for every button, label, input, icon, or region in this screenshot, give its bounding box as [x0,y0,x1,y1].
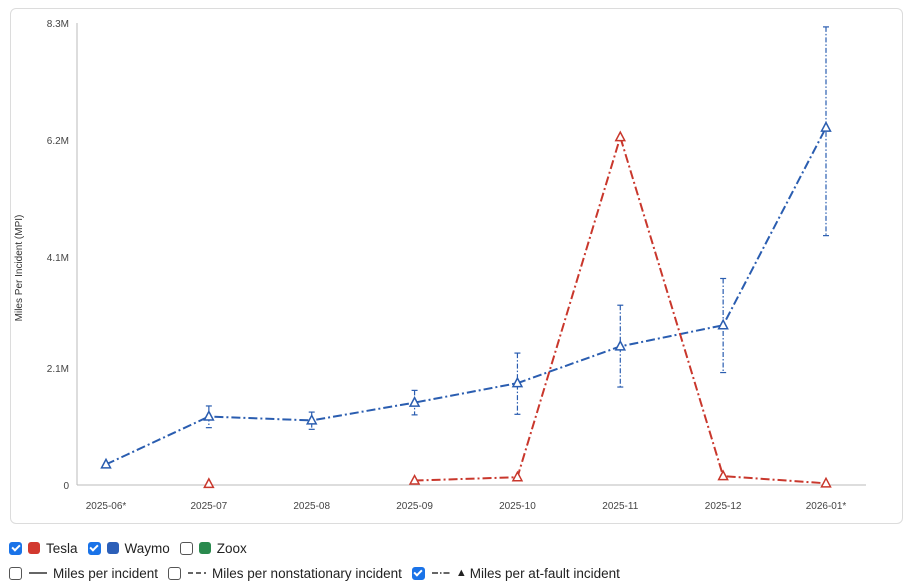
miles-per-nonstationary-checkbox[interactable] [168,566,182,580]
tesla-data-point[interactable] [717,469,729,481]
legend-item-tesla[interactable]: Tesla [9,541,78,556]
mpi-line-chart: 0 2.1M 4.1M 6.2M 8.3M 2025-06* 2025-07 2025-08 2… [14,19,866,512]
legend-label-miles-per-at-fault: Miles per at-fault incident [469,565,620,581]
tesla-series-line [414,133,827,485]
waymo-checkbox[interactable] [87,541,101,555]
waymo-data-point[interactable] [203,409,215,421]
x-tick-label: 2025-09 [396,501,433,512]
legend-item-zoox[interactable]: Zoox [179,540,247,556]
x-tick-label: 2025-07 [191,501,228,512]
waymo-data-point[interactable] [408,396,421,407]
waymo-data-point[interactable] [100,457,112,469]
metric-legend: Miles per incident Miles per nonstationa… [9,563,630,583]
chart-card: 0 2.1M 4.1M 6.2M 8.3M 2025-06* 2025-07 2025-08 2… [10,8,903,524]
company-legend: Tesla Waymo Zoox [9,538,257,558]
legend-item-miles-per-nonstationary[interactable]: Miles per nonstationary incident [168,566,402,581]
x-tick-label: 2025-12 [705,501,742,512]
y-tick-label: 6.2M [47,136,69,147]
y-tick-label: 8.3M [47,19,69,30]
waymo-data-point[interactable] [305,413,318,425]
tesla-data-point[interactable] [820,476,832,488]
solid-line-icon [29,572,47,574]
legend-item-waymo[interactable]: Waymo [87,540,170,556]
legend-label-waymo: Waymo [124,540,170,556]
waymo-series-line [105,127,827,466]
tesla-data-point[interactable] [203,477,215,489]
miles-per-incident-checkbox[interactable] [9,566,22,580]
y-axis-label: Miles Per Incident (MPI) [14,215,25,322]
tesla-data-point[interactable] [614,130,627,142]
waymo-data-point[interactable] [511,376,524,388]
x-tick-label: 2025-06* [86,501,127,512]
legend-label-tesla: Tesla [46,540,78,556]
y-tick-label: 2.1M [47,364,69,375]
waymo-data-point[interactable] [717,318,729,330]
dash-dot-line-icon [431,572,450,574]
x-tick-label: 2025-11 [602,501,638,512]
x-tick-label: 2026-01* [806,501,847,512]
y-tick-label: 4.1M [47,253,69,264]
zoox-color-swatch [198,542,211,554]
x-tick-label: 2025-08 [293,501,330,512]
triangle-icon: ▲ [455,567,467,579]
waymo-data-point[interactable] [820,121,832,132]
legend-label-zoox: Zoox [216,540,247,556]
legend-item-miles-per-incident[interactable]: Miles per incident [9,566,158,581]
tesla-data-point[interactable] [408,473,421,485]
miles-per-at-fault-checkbox[interactable] [411,566,425,580]
x-tick-label: 2025-10 [499,501,536,512]
legend-item-miles-per-at-fault[interactable]: ▲ Miles per at-fault incident [411,565,620,581]
dashed-line-icon [188,572,207,574]
tesla-checkbox[interactable] [9,541,22,555]
zoox-checkbox[interactable] [179,541,193,555]
legend-label-miles-per-incident: Miles per incident [53,565,159,581]
tesla-data-point[interactable] [511,470,524,482]
waymo-color-swatch [106,542,119,554]
y-tick-label: 0 [63,481,69,492]
tesla-color-swatch [28,542,40,554]
legend-label-miles-per-nonstationary: Miles per nonstationary incident [212,565,402,581]
waymo-data-point[interactable] [614,339,627,351]
